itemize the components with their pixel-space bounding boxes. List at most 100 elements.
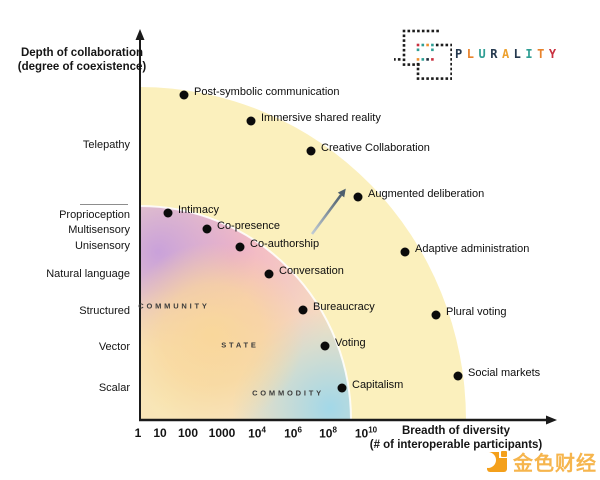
logo-dot: [416, 67, 420, 71]
logo-dot: [435, 77, 439, 80]
data-point-label: Augmented deliberation: [368, 188, 485, 200]
logo-dot: [431, 43, 434, 47]
data-point-label: Adaptive administration: [415, 243, 530, 255]
logo-dot: [426, 43, 429, 47]
data-point-label: Social markets: [468, 367, 541, 379]
y-tick-label: Vector: [98, 341, 130, 353]
plurality-wordmark-letter: L: [513, 47, 522, 61]
plurality-wordmark-letter: Y: [548, 47, 558, 61]
logo-dot: [450, 48, 452, 52]
x-axis-title: Breadth of diversity (# of interoperable…: [345, 424, 567, 452]
data-point-dot: [337, 383, 347, 393]
jinse-caijing-logo-icon: [486, 450, 507, 472]
logo-dot: [407, 29, 411, 33]
logo-dot: [450, 43, 452, 47]
x-tick-label: 10: [153, 426, 167, 440]
plurality-wordmark-letter: T: [537, 47, 546, 61]
logo-dot: [412, 63, 415, 66]
logo-dot: [394, 58, 396, 61]
data-point-dot: [298, 305, 308, 315]
region-label: COMMODITY: [252, 388, 324, 398]
y-tick-label: Telepathy: [82, 139, 130, 151]
data-point-label: Co-authorship: [250, 238, 320, 250]
logo-dot: [450, 62, 452, 66]
x-tick-exponent: 4: [261, 425, 266, 435]
logo-dot: [450, 53, 452, 56]
data-point-label: Immersive shared reality: [261, 112, 381, 124]
plurality-wordmark-letter: R: [490, 47, 499, 61]
logo-dot: [445, 43, 449, 47]
x-tick-label: 100: [177, 426, 199, 440]
y-tick-label: Proprioception: [59, 209, 130, 221]
logo-dot: [416, 77, 420, 80]
plurality-wordmark-letter: I: [525, 47, 534, 61]
data-point-dot: [400, 247, 410, 257]
logo-dot: [426, 29, 430, 33]
x-tick-exponent: 10: [368, 425, 378, 435]
x-tick-label: 106: [284, 425, 302, 441]
x-tick-exponent: 6: [297, 425, 302, 435]
logo-dot: [416, 48, 420, 52]
data-point-label: Bureaucracy: [313, 301, 375, 313]
watermark: 金色财经: [486, 447, 597, 476]
y-axis-title-line2: (degree of coexistence): [17, 61, 147, 73]
plurality-wordmark-letter: P: [455, 47, 464, 61]
logo-dot: [445, 77, 449, 80]
y-tick-label: Unisensory: [74, 240, 130, 252]
logo-dot: [431, 48, 434, 52]
logo-dot: [397, 58, 401, 61]
logo-dot: [402, 39, 406, 42]
logo-dot: [426, 77, 429, 80]
y-tick-label: Multisensory: [68, 224, 130, 236]
plurality-logo-icon: [394, 29, 452, 80]
logo-dot: [421, 58, 425, 61]
logo-dot: [436, 29, 439, 33]
data-point-dot: [320, 341, 330, 351]
inner-band-edge: [139, 205, 352, 421]
logo-dot: [426, 58, 429, 61]
data-point-label: Creative Collaboration: [321, 142, 430, 154]
y-axis-arrowhead-icon: [135, 29, 145, 40]
logo-dot: [402, 44, 406, 47]
logo-dot: [412, 29, 415, 33]
logo-dot: [440, 43, 444, 47]
data-point-dot: [431, 310, 441, 320]
logo-dot: [435, 43, 439, 47]
logo-dot: [416, 72, 420, 76]
inner-band-region: [140, 206, 351, 420]
logo-dot: [450, 67, 452, 71]
data-point-label: Voting: [335, 337, 366, 349]
data-point-dot: [179, 90, 189, 100]
watermark-text: 金色财经: [513, 453, 597, 475]
x-axis-title-line1: Breadth of diversity: [402, 425, 510, 437]
logo-dot: [402, 58, 406, 62]
trend-arrow-icon: [310, 188, 346, 235]
data-point-label: Conversation: [279, 265, 344, 277]
y-axis-title-line1: Depth of collaboration: [20, 47, 144, 59]
plurality-wordmark-letter: A: [501, 47, 511, 61]
logo-dot: [431, 58, 434, 61]
region-label: STATE: [221, 340, 259, 350]
y-tick-label: Natural language: [46, 268, 130, 280]
logo-dot: [417, 29, 420, 33]
x-tick-label: 1010: [354, 425, 378, 441]
region-label: COMMUNITY: [138, 301, 210, 311]
logo-dot: [431, 77, 434, 80]
logo-dot: [431, 29, 435, 33]
logo-dot: [440, 77, 444, 80]
logo-dot: [416, 43, 420, 47]
plurality-wordmark-letter: L: [466, 47, 475, 61]
plurality-wordmark-letter: U: [478, 47, 487, 61]
logo-dot: [402, 48, 406, 52]
data-point-dot: [453, 371, 463, 381]
logo-dot: [421, 43, 425, 47]
data-point-dot: [264, 269, 274, 279]
y-tick-label: Scalar: [98, 382, 130, 394]
logo-dot: [402, 34, 406, 38]
data-point-label: Intimacy: [178, 204, 219, 216]
